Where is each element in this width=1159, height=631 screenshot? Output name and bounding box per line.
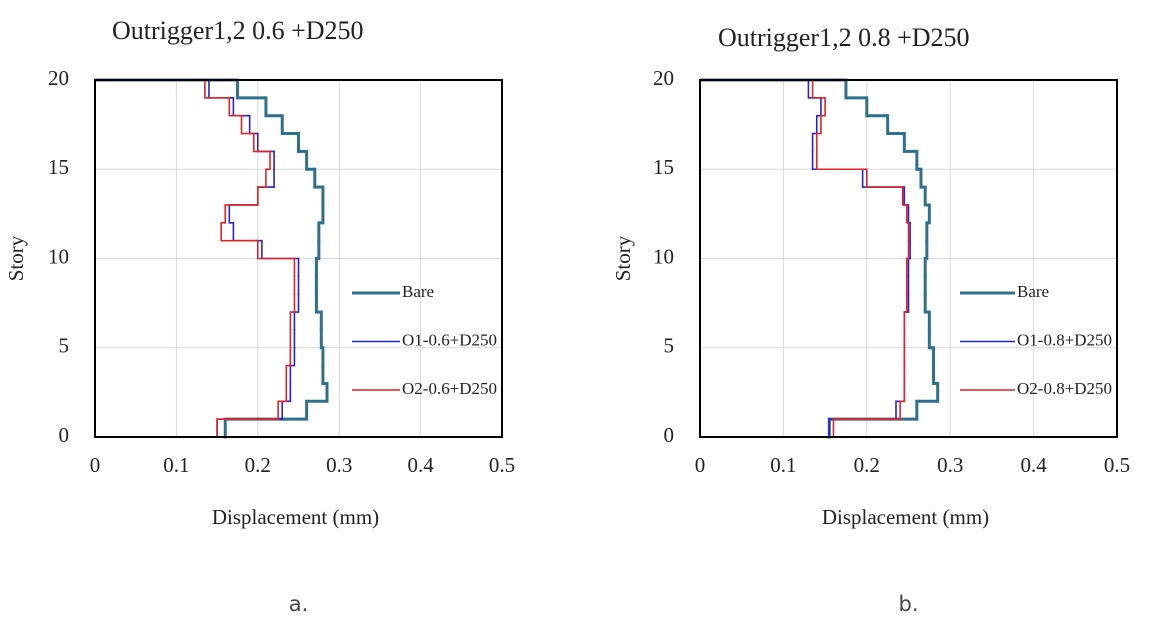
x-tick-label: 0.3: [326, 453, 352, 477]
y-tick-label: 15: [48, 155, 69, 179]
x-tick-label: 0.2: [854, 453, 880, 477]
x-tick-label: 0.1: [163, 453, 189, 477]
y-tick-label: 15: [653, 155, 674, 179]
y-tick-label: 20: [653, 66, 674, 90]
y-tick-label: 0: [664, 423, 675, 447]
x-tick-label: 0.3: [937, 453, 963, 477]
y-tick-label: 5: [59, 334, 70, 358]
y-tick-label: 5: [664, 334, 675, 358]
x-axis-label: Displacement (mm): [822, 505, 989, 529]
y-tick-label: 10: [48, 244, 69, 268]
x-tick-label: 0.1: [770, 453, 796, 477]
plot-frame: [699, 79, 1118, 438]
y-axis-label: Story: [4, 235, 28, 281]
x-tick-label: 0.5: [1104, 453, 1130, 477]
x-tick-label: 0: [695, 453, 706, 477]
chart-title: Outrigger1,2 0.8 +D250: [718, 23, 970, 52]
x-tick-label: 0.2: [245, 453, 271, 477]
y-tick-label: 20: [48, 66, 69, 90]
legend-label: O1-0.8+D250: [1017, 330, 1112, 349]
legend-label: O1-0.6+D250: [402, 330, 497, 349]
chart-title: Outrigger1,2 0.6 +D250: [112, 16, 364, 45]
x-tick-label: 0.4: [1020, 453, 1047, 477]
x-axis-label: Displacement (mm): [212, 505, 379, 529]
y-tick-label: 0: [59, 423, 70, 447]
caption: b.: [898, 592, 918, 616]
y-tick-label: 10: [653, 244, 674, 268]
legend-label: O2-0.6+D250: [402, 379, 497, 398]
x-tick-label: 0.4: [407, 453, 434, 477]
y-axis-label: Story: [611, 235, 635, 281]
legend-label: Bare: [402, 282, 434, 301]
x-tick-label: 0.5: [489, 453, 515, 477]
caption: a.: [289, 592, 309, 616]
legend-label: O2-0.8+D250: [1017, 379, 1112, 398]
plot-frame: [94, 79, 503, 438]
x-tick-label: 0: [90, 453, 101, 477]
legend-label: Bare: [1017, 282, 1049, 301]
